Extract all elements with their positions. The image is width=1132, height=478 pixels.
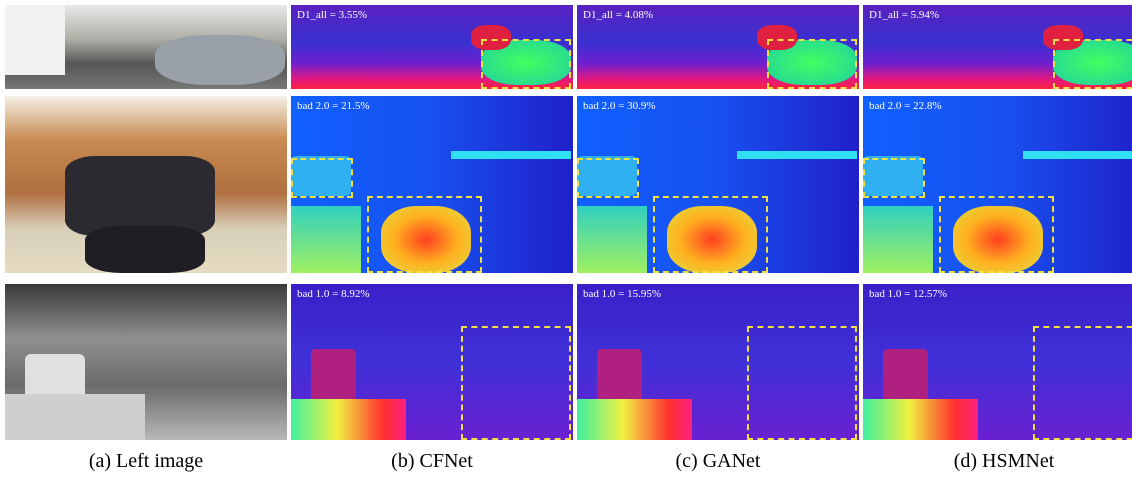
highlight-box xyxy=(653,196,768,273)
highlight-box xyxy=(863,158,925,198)
depth-region xyxy=(953,206,1043,273)
highlight-box xyxy=(291,158,353,198)
depth-map: bad 2.0 = 30.9% xyxy=(577,96,859,273)
depth-region xyxy=(597,349,642,404)
highlight-box xyxy=(747,326,857,440)
metric-label: D1_all = 5.94% xyxy=(869,9,940,21)
depth-region xyxy=(291,399,406,440)
metric-label: bad 2.0 = 21.5% xyxy=(297,100,370,112)
depth-region xyxy=(883,349,928,404)
depth-region xyxy=(451,151,571,159)
highlight-box xyxy=(577,158,639,198)
highlight-box xyxy=(461,326,571,440)
caption: (d) HSMNet xyxy=(953,450,1055,472)
depth-region xyxy=(737,151,857,159)
caption: (b) CFNet xyxy=(391,450,473,472)
highlight-box xyxy=(1033,326,1132,440)
highlight-box xyxy=(767,39,857,89)
highlight-box xyxy=(481,39,571,89)
metric-label: D1_all = 3.55% xyxy=(297,9,368,21)
depth-region xyxy=(757,25,797,50)
left-image xyxy=(5,96,287,273)
depth-region xyxy=(863,206,933,273)
caption: (c) GANet xyxy=(675,450,761,472)
depth-region xyxy=(291,206,361,273)
metric-label: bad 1.0 = 12.57% xyxy=(869,288,947,300)
metric-label: bad 1.0 = 8.92% xyxy=(297,288,370,300)
depth-region xyxy=(863,156,923,196)
metric-label: bad 1.0 = 15.95% xyxy=(583,288,661,300)
depth-region xyxy=(311,349,356,404)
metric-label: D1_all = 4.08% xyxy=(583,9,654,21)
highlight-box xyxy=(939,196,1054,273)
left-image xyxy=(5,284,287,440)
depth-map: bad 1.0 = 8.92% xyxy=(291,284,573,440)
depth-region xyxy=(1043,25,1083,50)
depth-region xyxy=(471,25,511,50)
depth-region xyxy=(1023,151,1132,159)
depth-map: D1_all = 3.55% xyxy=(291,5,573,89)
depth-region xyxy=(863,399,978,440)
depth-map: bad 1.0 = 12.57% xyxy=(863,284,1132,440)
depth-map: bad 1.0 = 15.95% xyxy=(577,284,859,440)
depth-region xyxy=(667,206,757,273)
depth-map: D1_all = 5.94% xyxy=(863,5,1132,89)
depth-map: bad 2.0 = 21.5% xyxy=(291,96,573,273)
highlight-box xyxy=(1053,39,1132,89)
depth-region xyxy=(577,206,647,273)
depth-region xyxy=(381,206,471,273)
caption: (a) Left image xyxy=(88,450,204,472)
depth-region xyxy=(577,399,692,440)
depth-region xyxy=(577,156,637,196)
metric-label: bad 2.0 = 22.8% xyxy=(869,100,942,112)
left-image xyxy=(5,5,287,89)
depth-map: D1_all = 4.08% xyxy=(577,5,859,89)
depth-region xyxy=(291,156,351,196)
depth-map: bad 2.0 = 22.8% xyxy=(863,96,1132,273)
highlight-box xyxy=(367,196,482,273)
metric-label: bad 2.0 = 30.9% xyxy=(583,100,656,112)
